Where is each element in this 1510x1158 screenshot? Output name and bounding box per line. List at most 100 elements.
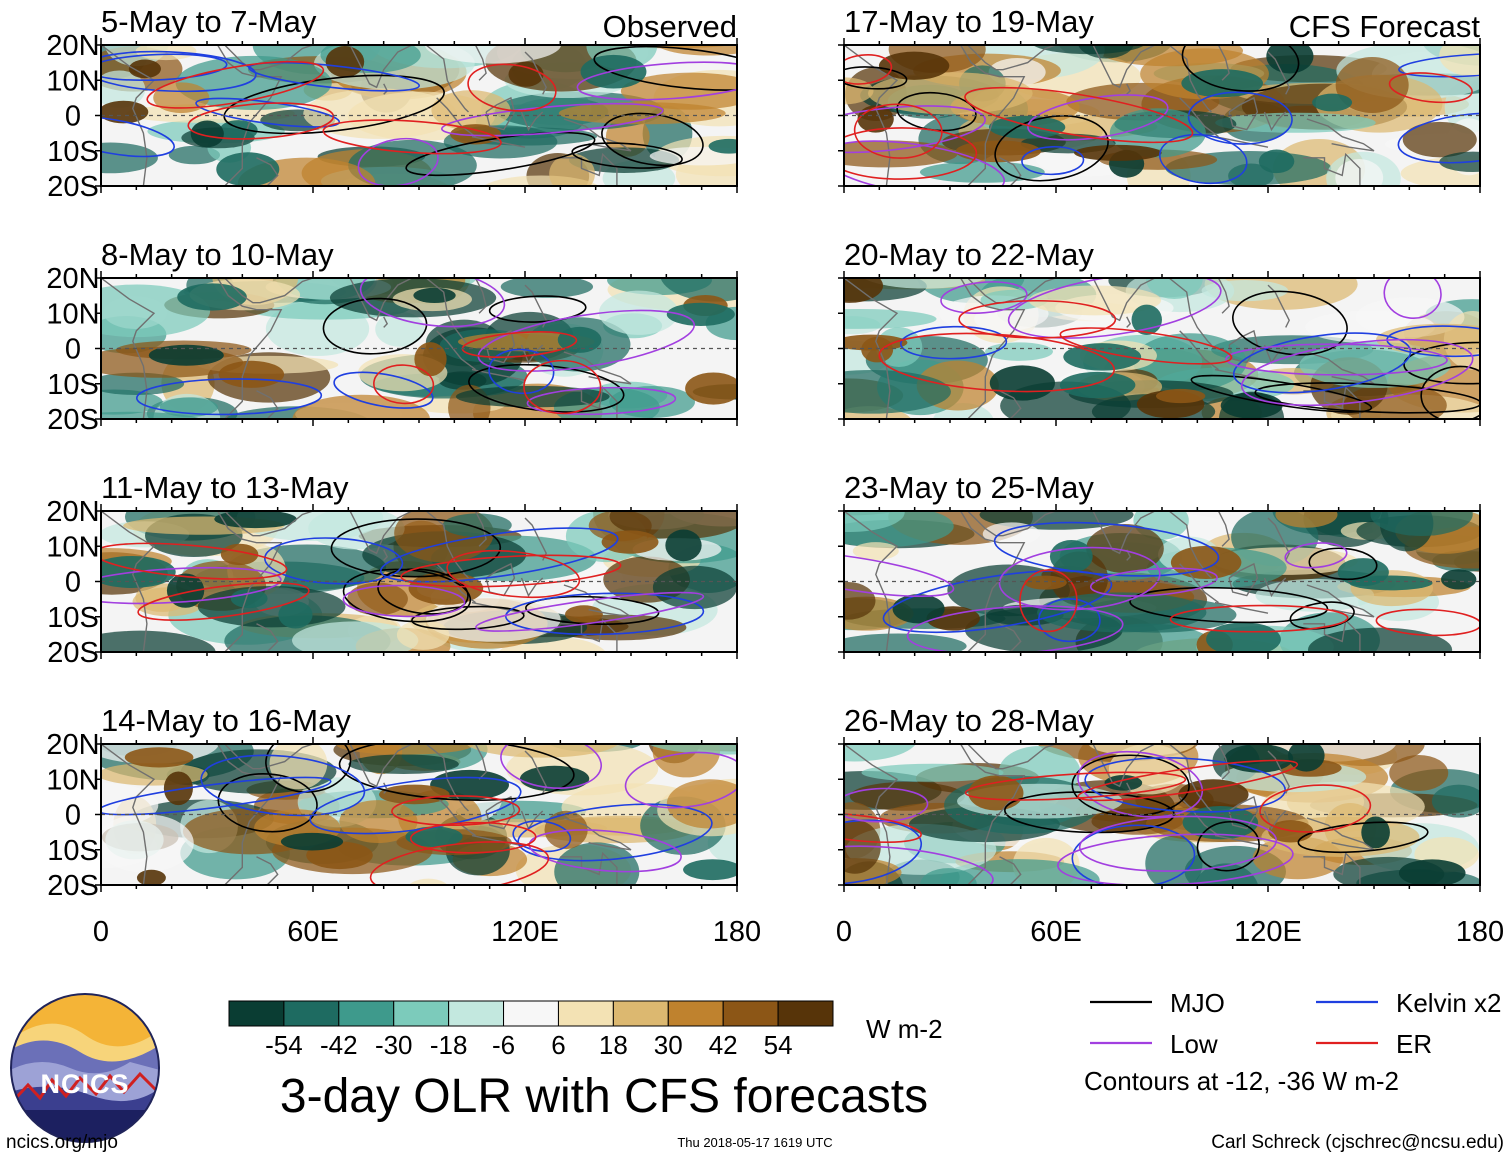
coastline (474, 511, 487, 547)
olr-anomaly (985, 342, 1053, 361)
panel-title: 23-May to 25-May (844, 470, 1094, 505)
logo-text: NCICS (40, 1069, 129, 1099)
coastline (524, 51, 547, 95)
coastline (217, 511, 283, 652)
coastline (1228, 562, 1259, 597)
olr-anomaly (101, 142, 158, 174)
contour-mjo (1254, 382, 1480, 414)
y-tick-label: 20N (46, 496, 99, 528)
olr-anomaly-core (665, 529, 702, 562)
contour-mjo (844, 66, 908, 90)
olr-anomaly-core (685, 372, 737, 405)
coastline (563, 817, 632, 851)
coastline (474, 45, 487, 81)
coastline (425, 511, 469, 579)
contour-mjo (330, 518, 502, 578)
coastline (1217, 744, 1230, 780)
coastline (1263, 111, 1287, 132)
contour-er (369, 841, 550, 885)
contour-kelvin (882, 569, 1113, 634)
olr-anomaly-core (683, 859, 737, 881)
coastline (1303, 851, 1361, 885)
y-tick-label: 20S (47, 404, 99, 436)
coastline (474, 278, 487, 314)
colorbar-tick-label: -6 (492, 1030, 515, 1060)
coastline (520, 344, 544, 365)
coastline (1214, 601, 1269, 614)
olr-anomaly (868, 72, 1033, 115)
olr-anomaly-core (1361, 816, 1390, 849)
olr-anomaly-core (601, 530, 659, 554)
olr-anomaly-core (101, 100, 149, 124)
olr-anomaly-core (1441, 569, 1477, 590)
contour-er (446, 549, 581, 599)
legend-label: Kelvin x2 (1396, 988, 1502, 1018)
colorbar-tick-label: 42 (709, 1030, 738, 1060)
coastline (844, 511, 899, 652)
olr-anomaly (844, 308, 937, 329)
contour-er (853, 103, 943, 159)
olr-anomaly-core (988, 115, 1066, 139)
legend-label: ER (1396, 1029, 1432, 1059)
coastline (1126, 549, 1132, 561)
olr-anomaly (1037, 592, 1207, 633)
panel-title: 5-May to 7-May (101, 4, 317, 39)
coastline (425, 744, 469, 812)
panel-title: 11-May to 13-May (101, 470, 349, 505)
contour-er (964, 86, 1194, 144)
contour-mjo (1181, 45, 1300, 92)
olr-anomaly (101, 389, 163, 415)
contour-low (359, 278, 506, 328)
header-cfs-forecast: CFS Forecast (1289, 9, 1481, 44)
olr-anomaly (135, 45, 197, 61)
olr-anomaly-core (1224, 744, 1294, 773)
coastline (485, 96, 516, 131)
olr-anomaly-core (136, 869, 166, 885)
olr-anomaly-core (230, 588, 268, 609)
coastline (101, 278, 156, 419)
panel-title: 14-May to 16-May (101, 703, 351, 738)
coastline (967, 45, 1057, 71)
contour-kelvin (1187, 91, 1293, 145)
coastline (1306, 351, 1375, 385)
olr-anomaly (844, 140, 958, 168)
contour-low (940, 281, 1028, 314)
coastline (563, 584, 632, 618)
footer-credit: Carl Schreck (cjschrec@ncsu.edu) (1211, 1132, 1504, 1153)
contour-low (1225, 343, 1448, 376)
map-panel: 17-May to 19-May (838, 4, 1481, 193)
y-tick-label: 10S (47, 136, 99, 168)
olr-anomaly-core (124, 747, 194, 768)
olr-anomaly (554, 842, 640, 885)
coastline (217, 278, 283, 419)
olr-anomaly-core (1312, 93, 1353, 112)
contour-er (373, 364, 435, 405)
coastline (1168, 511, 1212, 579)
olr-anomaly (442, 513, 512, 537)
coastline (560, 851, 618, 885)
contour-kelvin (101, 53, 228, 81)
coastline (256, 157, 279, 186)
y-tick-label: 10S (47, 835, 99, 867)
contour-kelvin (1038, 598, 1101, 643)
coastline (1267, 517, 1290, 561)
contour-er (400, 554, 622, 588)
olr-anomaly-core (565, 605, 603, 624)
colorbar-swatch (667, 1000, 724, 1027)
y-tick-label: 10N (46, 65, 99, 97)
y-tick-label: 20S (47, 637, 99, 669)
olr-anomaly-core (844, 278, 883, 303)
footer-url[interactable]: ncics.org/mjo (6, 1132, 118, 1153)
contour-mjo (1403, 341, 1480, 385)
contour-low (475, 591, 705, 632)
y-tick-label: 20N (46, 263, 99, 295)
coastline (563, 351, 632, 385)
olr-anomaly (549, 153, 595, 186)
legend-item: Low (1090, 1029, 1218, 1059)
contour-low (1383, 278, 1442, 320)
contour-er (1375, 608, 1480, 637)
olr-anomaly-core (1258, 149, 1295, 174)
contour-mjo (601, 112, 704, 167)
y-tick-label: 0 (65, 800, 81, 832)
colorbar-swatch (557, 1000, 614, 1027)
